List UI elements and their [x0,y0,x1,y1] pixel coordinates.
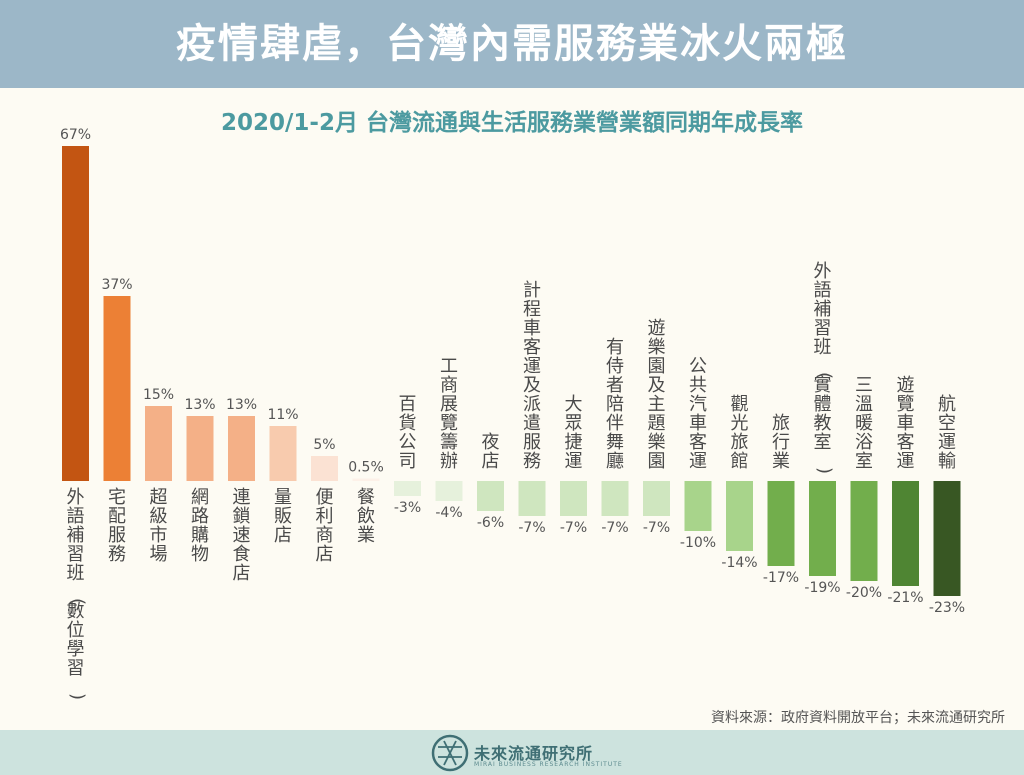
value-label-6: 5% [313,437,335,453]
category-label-18: 外語補習班(實體教室) [814,261,835,474]
category-label-19: 三溫暖浴室 [855,375,873,472]
category-label-2: 超級市場 [150,487,168,565]
value-label-21: -23% [929,600,965,616]
value-label-5: 11% [267,407,298,423]
category-label-7: 餐飲業 [357,487,375,546]
bar-8 [394,481,421,496]
category-label-14: 遊樂園及主題樂園 [648,318,666,472]
title-banner [0,0,1024,88]
page-title: 疫情肆虐，台灣內需服務業冰火兩極 [176,21,848,67]
value-label-group: 67%37%15%13% 13%11%5%0.5%-3% -4%-6% -7% -7% -… [60,127,965,616]
bar-0 [62,146,89,481]
bar-3 [186,416,214,481]
value-label-13: -7% [601,520,628,536]
category-label-3: 網路購物 [191,487,209,565]
category-label-16: 觀光旅館 [731,394,749,472]
bar-15 [684,481,712,531]
value-label-19: -20% [846,585,882,601]
bar-chart: 2020/1-2月 台灣流通與生活服務業營業額同期年成長率 67% 37% 15% 1… [60,109,1005,726]
category-label-9: 工商展覽籌辦 [440,356,458,472]
category-label-6: 便利商店 [316,487,334,565]
category-label-13: 有侍者陪伴舞廳 [606,337,624,472]
category-label-20: 遊覽車客運 [897,375,915,472]
category-label-21: 航空運輸 [938,394,956,472]
category-label-8: 百貨公司 [399,394,417,472]
logo-mark-icon [431,734,469,772]
bar-4 [228,416,255,481]
footer-bar [0,730,1024,775]
value-label-14: -7% [643,520,670,536]
bar-13 [601,481,629,516]
bar-9 [435,481,463,501]
bar-17 [767,481,795,566]
value-label-20: -21% [887,590,923,606]
value-label-10: -6% [477,515,504,531]
bar-11 [518,481,546,516]
category-label-4: 連鎖速食店 [233,487,251,584]
bar-16 [726,481,753,551]
value-label-9: -4% [435,505,462,521]
value-label-7: 0.5% [348,460,384,476]
category-label-0: 外語補習班(數位學習) [67,487,88,700]
category-label-1: 宅配服務 [108,487,126,565]
bar-10 [477,481,504,511]
bar-18 [809,481,836,576]
category-label-group: 外語補習班(數位學習) 宅配服務 超級市場 網路購物 連鎖速食店 量販店 便利商店 餐飲業 百貨… [67,261,957,700]
category-label-5: 量販店 [274,487,292,546]
category-label-17: 旅行業 [772,413,790,472]
value-label-0: 67% [60,127,91,143]
bar-20 [892,481,919,586]
category-label-15: 公共汽車客運 [689,356,707,472]
bar-7 [352,478,380,481]
value-label-16: -14% [721,555,757,571]
bar-21 [933,481,961,596]
bar-12 [560,481,587,516]
category-label-11: 計程車客運及派遣服務 [523,280,541,472]
bar-1 [103,296,131,481]
value-label-18: -19% [804,580,840,596]
value-label-15: -10% [680,535,716,551]
value-label-4: 13% [226,397,257,413]
bar-group [62,146,961,596]
category-label-12: 大眾捷運 [565,394,583,472]
bar-5 [269,426,297,481]
value-label-8: -3% [394,500,421,516]
value-label-17: -17% [763,570,799,586]
bar-2 [145,406,172,481]
bar-6 [311,456,338,481]
source-note: 資料來源：政府資料開放平台；未來流通研究所 [711,710,1005,726]
bar-14 [643,481,670,516]
category-label-10: 夜店 [482,432,500,472]
value-label-2: 15% [143,387,174,403]
value-label-1: 37% [101,277,132,293]
value-label-12: -7% [560,520,587,536]
bar-19 [850,481,878,581]
value-label-3: 13% [184,397,215,413]
chart-title: 2020/1-2月 台灣流通與生活服務業營業額同期年成長率 [221,109,803,136]
logo-text: 未來流通研究所 [474,744,594,763]
value-label-11: -7% [518,520,545,536]
logo-subtext: MIRAI BUSINESS RESEARCH INSTITUTE [474,761,623,768]
